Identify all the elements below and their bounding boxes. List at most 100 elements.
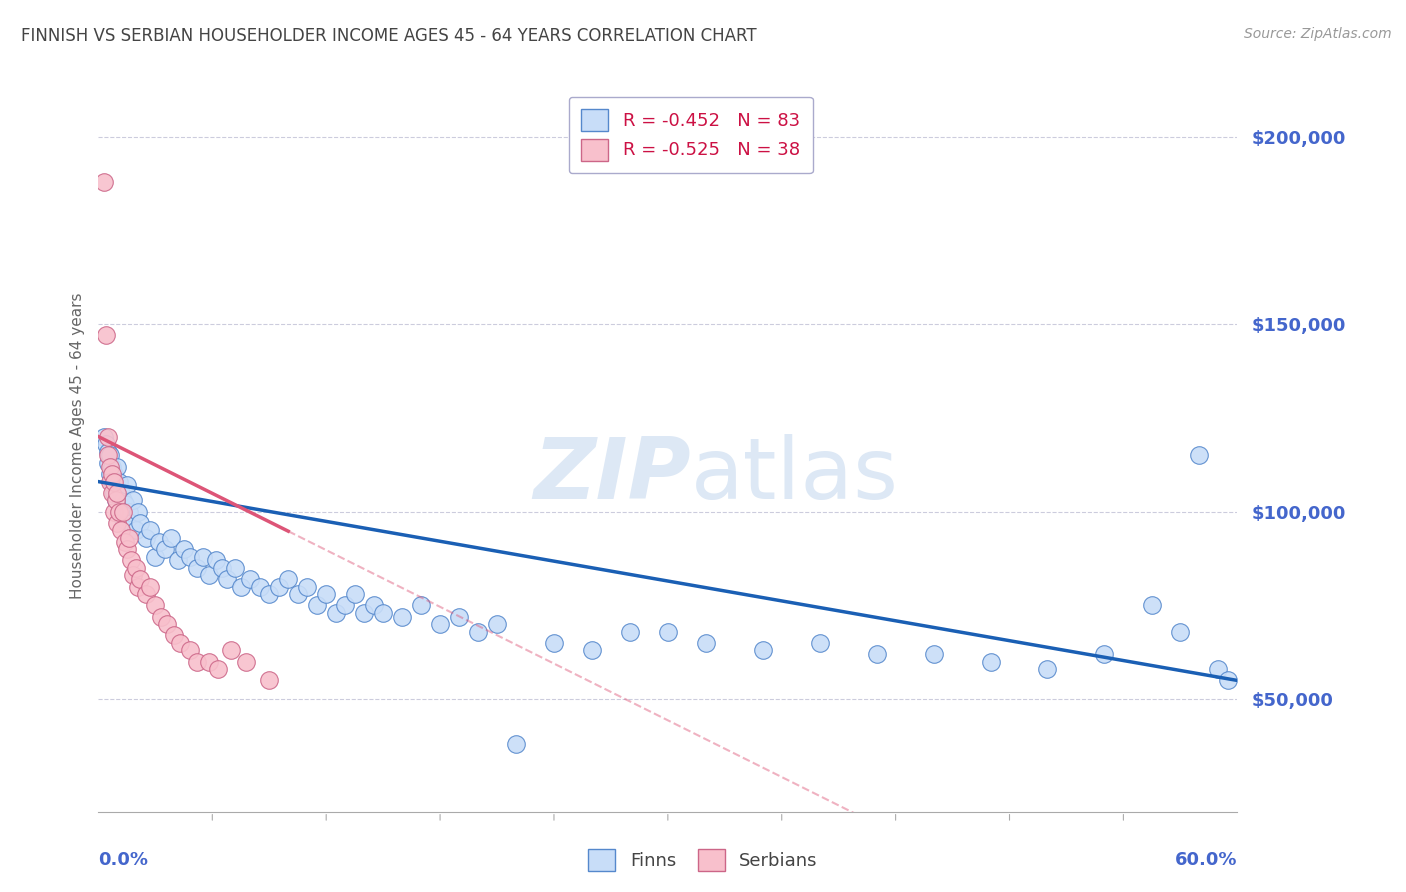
Point [1216,673,1239,688]
Point [98,449,121,463]
Point [97,429,120,443]
Point [138,524,160,538]
Point [125,524,148,538]
Point [114,497,136,511]
Point [118,505,141,519]
Point [173,542,195,557]
Point [104,475,127,489]
Point [429,617,451,632]
Point [197,655,219,669]
Point [93,175,115,189]
Point [103,505,125,519]
Point [922,647,945,661]
Point [98,467,121,482]
Point [235,655,257,669]
Point [229,580,252,594]
Point [120,553,142,567]
Point [108,505,131,519]
Legend: Finns, Serbians: Finns, Serbians [581,842,825,879]
Point [100,459,122,474]
Point [129,516,152,530]
Point [695,636,717,650]
Point [118,531,141,545]
Point [107,516,129,530]
Point [619,624,641,639]
Point [97,456,120,470]
Point [1094,647,1116,661]
Point [505,737,527,751]
Point [335,599,357,613]
Point [169,636,191,650]
Point [127,580,149,594]
Point [1140,599,1163,613]
Point [752,643,775,657]
Point [1208,662,1230,676]
Point [353,606,375,620]
Text: Source: ZipAtlas.com: Source: ZipAtlas.com [1244,27,1392,41]
Point [866,647,889,661]
Point [135,531,157,545]
Point [97,449,120,463]
Point [110,486,132,500]
Point [297,580,319,594]
Point [325,606,347,620]
Point [114,534,136,549]
Point [115,478,138,492]
Point [108,475,131,489]
Point [239,572,262,586]
Point [221,643,243,657]
Point [179,643,201,657]
Point [94,437,117,451]
Point [120,516,142,530]
Point [148,534,170,549]
Point [121,493,143,508]
Point [486,617,509,632]
Point [581,643,603,657]
Point [153,542,176,557]
Point [100,486,122,500]
Point [103,467,125,482]
Text: FINNISH VS SERBIAN HOUSEHOLDER INCOME AGES 45 - 64 YEARS CORRELATION CHART: FINNISH VS SERBIAN HOUSEHOLDER INCOME AG… [21,27,756,45]
Point [167,553,190,567]
Point [97,444,120,458]
Point [249,580,271,594]
Point [104,493,127,508]
Point [211,561,233,575]
Point [411,599,433,613]
Text: ZIP: ZIP [533,434,690,516]
Point [103,475,125,489]
Point [125,561,148,575]
Point [145,599,167,613]
Point [150,609,173,624]
Point [363,599,385,613]
Point [315,587,337,601]
Point [107,486,129,500]
Point [305,599,328,613]
Point [197,568,219,582]
Point [259,673,281,688]
Point [287,587,309,601]
Point [110,524,132,538]
Point [159,531,181,545]
Point [267,580,290,594]
Point [191,549,214,564]
Point [163,628,186,642]
Point [186,561,208,575]
Point [449,609,471,624]
Point [98,459,121,474]
Point [343,587,366,601]
Point [94,328,117,343]
Point [277,572,299,586]
Point [224,561,246,575]
Point [93,429,115,443]
Text: 60.0%: 60.0% [1175,851,1237,869]
Point [115,542,138,557]
Point [217,572,239,586]
Point [1170,624,1192,639]
Point [100,467,122,482]
Text: 0.0%: 0.0% [98,851,149,869]
Point [107,459,129,474]
Point [657,624,679,639]
Point [145,549,167,564]
Text: atlas: atlas [690,434,898,516]
